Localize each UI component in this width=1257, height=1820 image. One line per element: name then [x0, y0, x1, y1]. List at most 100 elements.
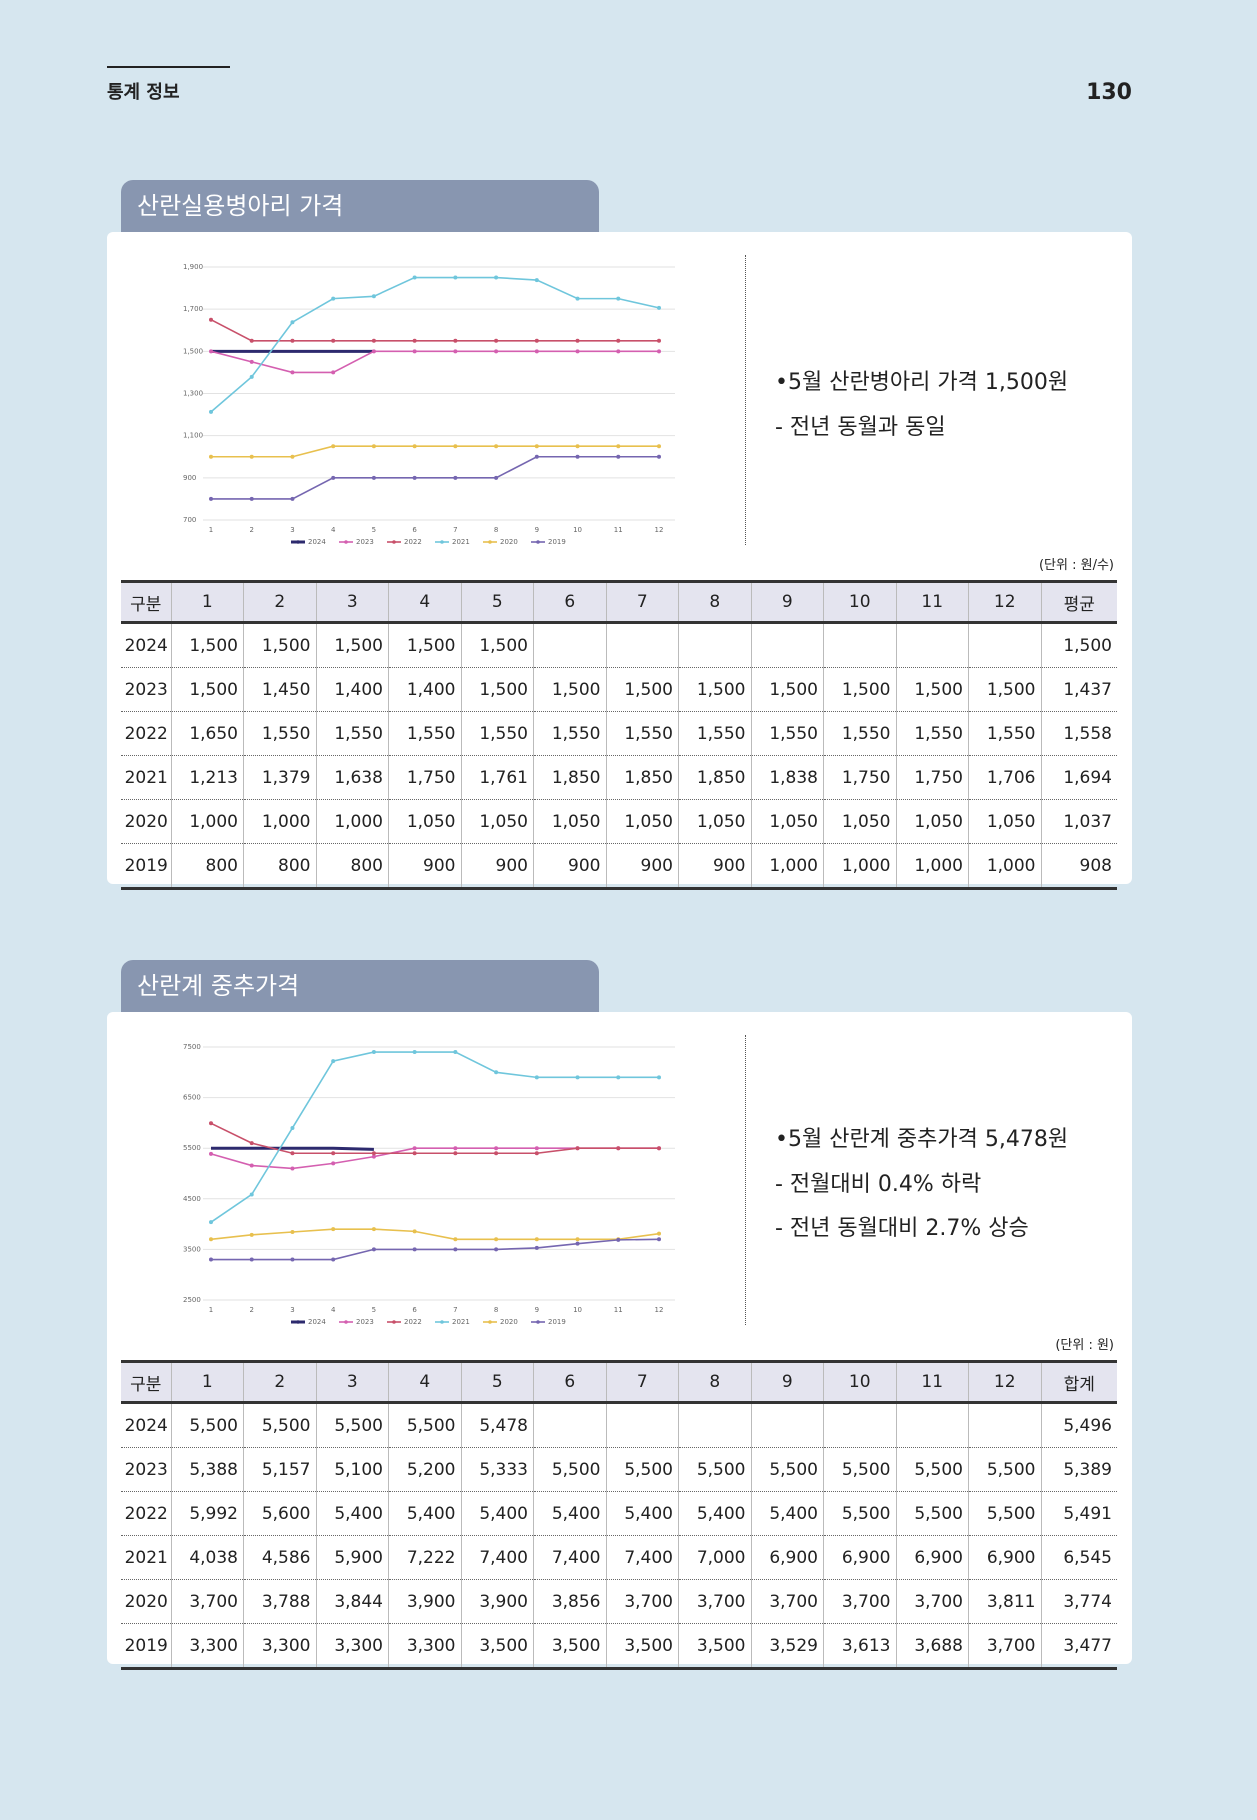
point	[657, 1231, 661, 1236]
x-tick-label: 5	[372, 526, 376, 534]
header-cell: 9	[750, 580, 824, 624]
header-cell: 7	[605, 1360, 679, 1404]
point	[657, 338, 661, 343]
table-cell	[750, 622, 824, 668]
point	[494, 338, 499, 343]
table-cell: 1,400	[315, 667, 389, 712]
point	[575, 444, 580, 449]
table-cell	[968, 1402, 1041, 1448]
series-line	[211, 1146, 374, 1151]
point	[209, 349, 213, 354]
table-cell: 5,500	[243, 1402, 316, 1448]
point	[616, 1075, 621, 1080]
table-cell: 7,400	[460, 1535, 534, 1580]
table-cell: 3,700	[170, 1579, 244, 1624]
table-cell	[823, 1402, 896, 1448]
table-cell: 1,500	[388, 622, 461, 668]
table-cell: 5,500	[968, 1447, 1041, 1492]
table-cell: 6,900	[750, 1535, 824, 1580]
table-cell	[533, 1402, 606, 1448]
table-cell: 1,437	[1040, 667, 1117, 712]
x-tick-label: 2	[249, 1306, 253, 1314]
legend-label: 2023	[356, 538, 374, 546]
x-tick-label: 9	[535, 526, 539, 534]
series-line	[210, 1228, 660, 1241]
point	[331, 1161, 336, 1166]
table-cell: 1,000	[750, 843, 824, 890]
table-cell: 1,550	[460, 711, 534, 756]
y-tick-label: 2500	[183, 1296, 201, 1304]
legend-dot	[488, 1320, 492, 1324]
table-cell: 5,100	[315, 1447, 389, 1492]
table-row: 2021 1,213 1,379 1,638 1,750 1,761 1,850 1,850 1…	[121, 755, 1117, 800]
point	[209, 496, 213, 501]
header-cell: 3	[315, 1360, 389, 1404]
x-tick-label: 1	[209, 1306, 213, 1314]
y-tick-label: 900	[183, 474, 196, 482]
header-section: 통계 정보	[107, 82, 180, 103]
point	[616, 296, 621, 301]
table-cell: 2022	[121, 711, 171, 756]
table-cell: 1,550	[895, 711, 969, 756]
table-cell: 1,050	[460, 799, 534, 844]
point	[249, 454, 254, 459]
table-cell: 6,900	[968, 1535, 1041, 1580]
point	[290, 1257, 295, 1262]
point	[412, 1229, 417, 1234]
point	[412, 275, 417, 280]
unit: (단위 : 원/수)	[1038, 558, 1114, 573]
y-tick-label: 6500	[183, 1094, 201, 1102]
table-cell	[895, 622, 969, 668]
table-cell: 5,500	[968, 1491, 1041, 1536]
table-cell: 1,550	[533, 711, 606, 756]
point	[371, 338, 376, 343]
point	[616, 454, 621, 459]
point	[575, 349, 580, 354]
table-cell: 1,050	[895, 799, 969, 844]
point	[575, 296, 580, 301]
point	[331, 475, 336, 480]
point	[534, 1146, 539, 1151]
table-cell: 7,400	[533, 1535, 606, 1580]
table-cell: 5,200	[388, 1447, 461, 1492]
table-cell: 1,500	[823, 667, 896, 712]
y-tick-label: 1,100	[183, 432, 203, 440]
point	[453, 349, 458, 354]
header-cell: 5	[460, 580, 534, 624]
table-cell: 7,222	[388, 1535, 461, 1580]
point	[331, 370, 336, 375]
point	[412, 338, 417, 343]
table-row: 2023 5,388 5,157 5,100 5,200 5,333 5,500 5,500 5…	[121, 1447, 1117, 1492]
point	[290, 370, 295, 375]
x-tick-label: 11	[614, 526, 623, 534]
point	[494, 475, 499, 480]
legend-label: 2020	[500, 538, 518, 546]
point	[371, 1151, 376, 1156]
table-cell: 1,000	[823, 843, 896, 890]
table-cell: 1,761	[460, 755, 534, 800]
table-cell: 1,500	[170, 667, 244, 712]
table-cell: 1,050	[388, 799, 461, 844]
section-title: 산란실용병아리 가격	[121, 180, 599, 232]
table-row: 2020 3,700 3,788 3,844 3,900 3,900 3,856 3,700 3…	[121, 1579, 1117, 1624]
table-cell: 5,400	[460, 1491, 534, 1536]
point	[209, 1220, 213, 1225]
table-cell: 5,389	[1040, 1447, 1117, 1492]
data-table: 구분 1 2 3 4 5 6 7 8 9 10 11 12 합계 2024 5,500 5,500 5,500 5,…	[121, 1360, 1117, 1670]
table-cell: 7,400	[605, 1535, 679, 1580]
table-cell: 5,400	[533, 1491, 606, 1536]
header-cell: 4	[388, 1360, 461, 1404]
point	[331, 1257, 336, 1262]
x-tick-label: 4	[331, 526, 336, 534]
point	[249, 1257, 254, 1262]
point	[453, 1146, 458, 1151]
point	[249, 374, 254, 379]
legend-label: 2021	[452, 1318, 470, 1326]
x-tick-label: 1	[209, 526, 213, 534]
header-cell: 11	[895, 1360, 969, 1404]
point	[412, 349, 417, 354]
x-tick-label: 12	[655, 526, 664, 534]
legend-label: 2022	[404, 538, 422, 546]
table-cell: 5,478	[460, 1402, 534, 1448]
legend-dot	[440, 540, 444, 544]
